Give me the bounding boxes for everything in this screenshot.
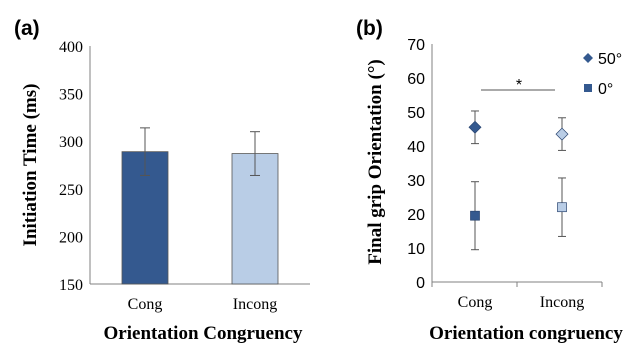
legend-label: 50° xyxy=(598,51,622,68)
panel-a-x-axis-label: Orientation Congruency xyxy=(104,323,303,344)
panel-a-x-tick-labels: Cong Incong xyxy=(128,296,278,313)
panel-b-y-tick-labels: 0 10 20 30 40 50 60 70 xyxy=(407,37,425,292)
point-diamond-incong xyxy=(555,127,569,141)
panel-a-label: (a) xyxy=(14,17,40,40)
panel-a-y-tick-label: 350 xyxy=(59,87,83,104)
panel-b: (b) 0 10 20 30 40 50 60 70 Cong Incong Final gri… xyxy=(356,17,623,344)
panel-b-y-tick-label: 10 xyxy=(407,241,425,258)
point-square-incong xyxy=(557,202,567,213)
significance-star: * xyxy=(516,77,522,94)
point-square-cong xyxy=(470,210,480,221)
panel-a-x-tick-label: Cong xyxy=(128,296,163,313)
panel-a-y-tick-labels: 150 200 250 300 350 400 xyxy=(59,39,83,294)
panel-b-label: (b) xyxy=(356,17,383,40)
panel-b-x-tick-label: Cong xyxy=(458,294,493,311)
panel-b-y-tick-label: 20 xyxy=(407,207,425,224)
panel-a-y-tick-label: 250 xyxy=(59,182,83,199)
panel-b-axes xyxy=(431,44,603,287)
point-diamond-cong xyxy=(468,120,482,134)
panel-b-x-axis-label: Orientation congruency xyxy=(429,323,623,344)
panel-a-x-tick-label: Incong xyxy=(233,296,277,313)
panel-b-y-axis-label: Final grip Orientation (°) xyxy=(365,59,386,265)
panel-b-y-tick-label: 60 xyxy=(407,71,425,88)
legend: 50° 0° xyxy=(583,51,622,98)
bar-incong xyxy=(231,153,279,285)
legend-marker-square xyxy=(584,84,592,92)
significance-annotation: * xyxy=(481,77,555,94)
panel-b-y-tick-label: 50 xyxy=(407,105,425,122)
panel-b-x-tick-labels: Cong Incong xyxy=(458,294,585,311)
error-bar-incong xyxy=(250,131,260,176)
panel-a-y-tick-label: 200 xyxy=(59,229,83,246)
panel-a-y-axis-label: Initiation Time (ms) xyxy=(20,84,41,247)
panel-b-points xyxy=(468,110,569,251)
panel-b-y-tick-label: 0 xyxy=(416,275,425,292)
panel-a-bars xyxy=(121,127,279,285)
panel-b-y-tick-label: 40 xyxy=(407,139,425,156)
panel-b-y-tick-label: 70 xyxy=(407,37,425,54)
panel-b-x-tick-label: Incong xyxy=(540,294,584,311)
panel-a-y-tick-label: 400 xyxy=(59,39,83,56)
legend-marker-diamond xyxy=(583,53,593,63)
panel-a-y-tick-label: 150 xyxy=(59,277,83,294)
panel-a: (a) 150 200 250 300 350 400 Cong Incong Initia… xyxy=(14,17,310,344)
panel-a-y-tick-label: 300 xyxy=(59,134,83,151)
panel-b-y-tick-label: 30 xyxy=(407,173,425,190)
error-bar-cong xyxy=(140,127,150,176)
legend-label: 0° xyxy=(598,81,613,98)
